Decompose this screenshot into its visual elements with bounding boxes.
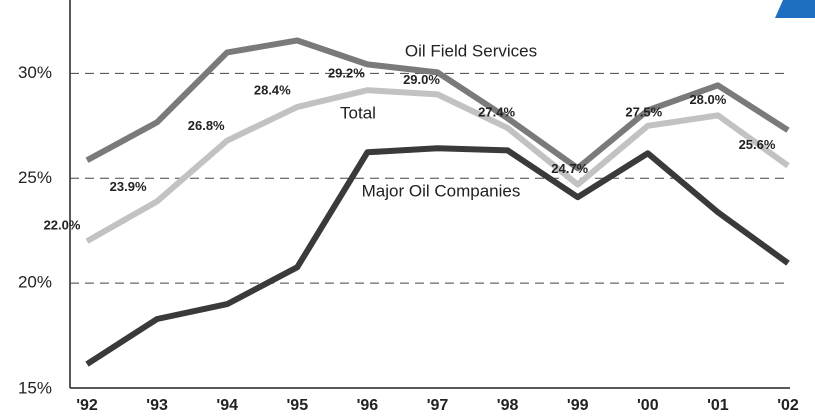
line-series bbox=[85, 87, 790, 244]
x-tick-label: '95 bbox=[286, 397, 308, 414]
x-tick-label: '92 bbox=[76, 397, 98, 414]
data-label: 29.0% bbox=[403, 72, 440, 87]
data-label: 27.5% bbox=[625, 104, 662, 119]
data-label: 23.9% bbox=[110, 179, 147, 194]
series-label: Oil Field Services bbox=[405, 41, 537, 60]
x-tick-label: '99 bbox=[567, 397, 589, 414]
y-tick-label: 25% bbox=[18, 168, 52, 187]
data-label: 29.2% bbox=[328, 66, 365, 81]
corner-logo bbox=[775, 0, 815, 18]
x-tick-label: '01 bbox=[707, 397, 729, 414]
x-tick-label: '93 bbox=[146, 397, 168, 414]
x-tick-label: '02 bbox=[777, 397, 799, 414]
series-label: Major Oil Companies bbox=[362, 181, 521, 200]
data-label: 25.6% bbox=[739, 137, 776, 152]
data-label: 28.0% bbox=[689, 92, 726, 107]
line-series bbox=[85, 37, 790, 172]
y-tick-label: 30% bbox=[18, 63, 52, 82]
x-tick-label: '96 bbox=[357, 397, 379, 414]
series-label: Total bbox=[340, 103, 376, 122]
y-tick-label: 15% bbox=[18, 378, 52, 397]
data-label: 22.0% bbox=[44, 218, 81, 233]
x-tick-label: '94 bbox=[216, 397, 238, 414]
line-series bbox=[85, 145, 790, 367]
x-tick-label: '98 bbox=[497, 397, 519, 414]
data-label: 27.4% bbox=[478, 104, 515, 119]
x-tick-label: '00 bbox=[637, 397, 659, 414]
x-tick-label: '97 bbox=[427, 397, 449, 414]
data-label: 26.8% bbox=[188, 118, 225, 133]
data-label: 24.7% bbox=[551, 161, 588, 176]
y-tick-label: 20% bbox=[18, 273, 52, 292]
data-label: 28.4% bbox=[254, 82, 291, 97]
